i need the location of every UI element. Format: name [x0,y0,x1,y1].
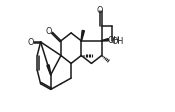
Polygon shape [102,39,109,42]
Text: O: O [96,6,103,15]
Polygon shape [47,65,51,75]
Polygon shape [81,31,84,41]
Text: O: O [46,27,52,36]
Text: OH: OH [107,36,120,45]
Text: OH: OH [112,37,124,46]
Text: O: O [28,38,34,47]
